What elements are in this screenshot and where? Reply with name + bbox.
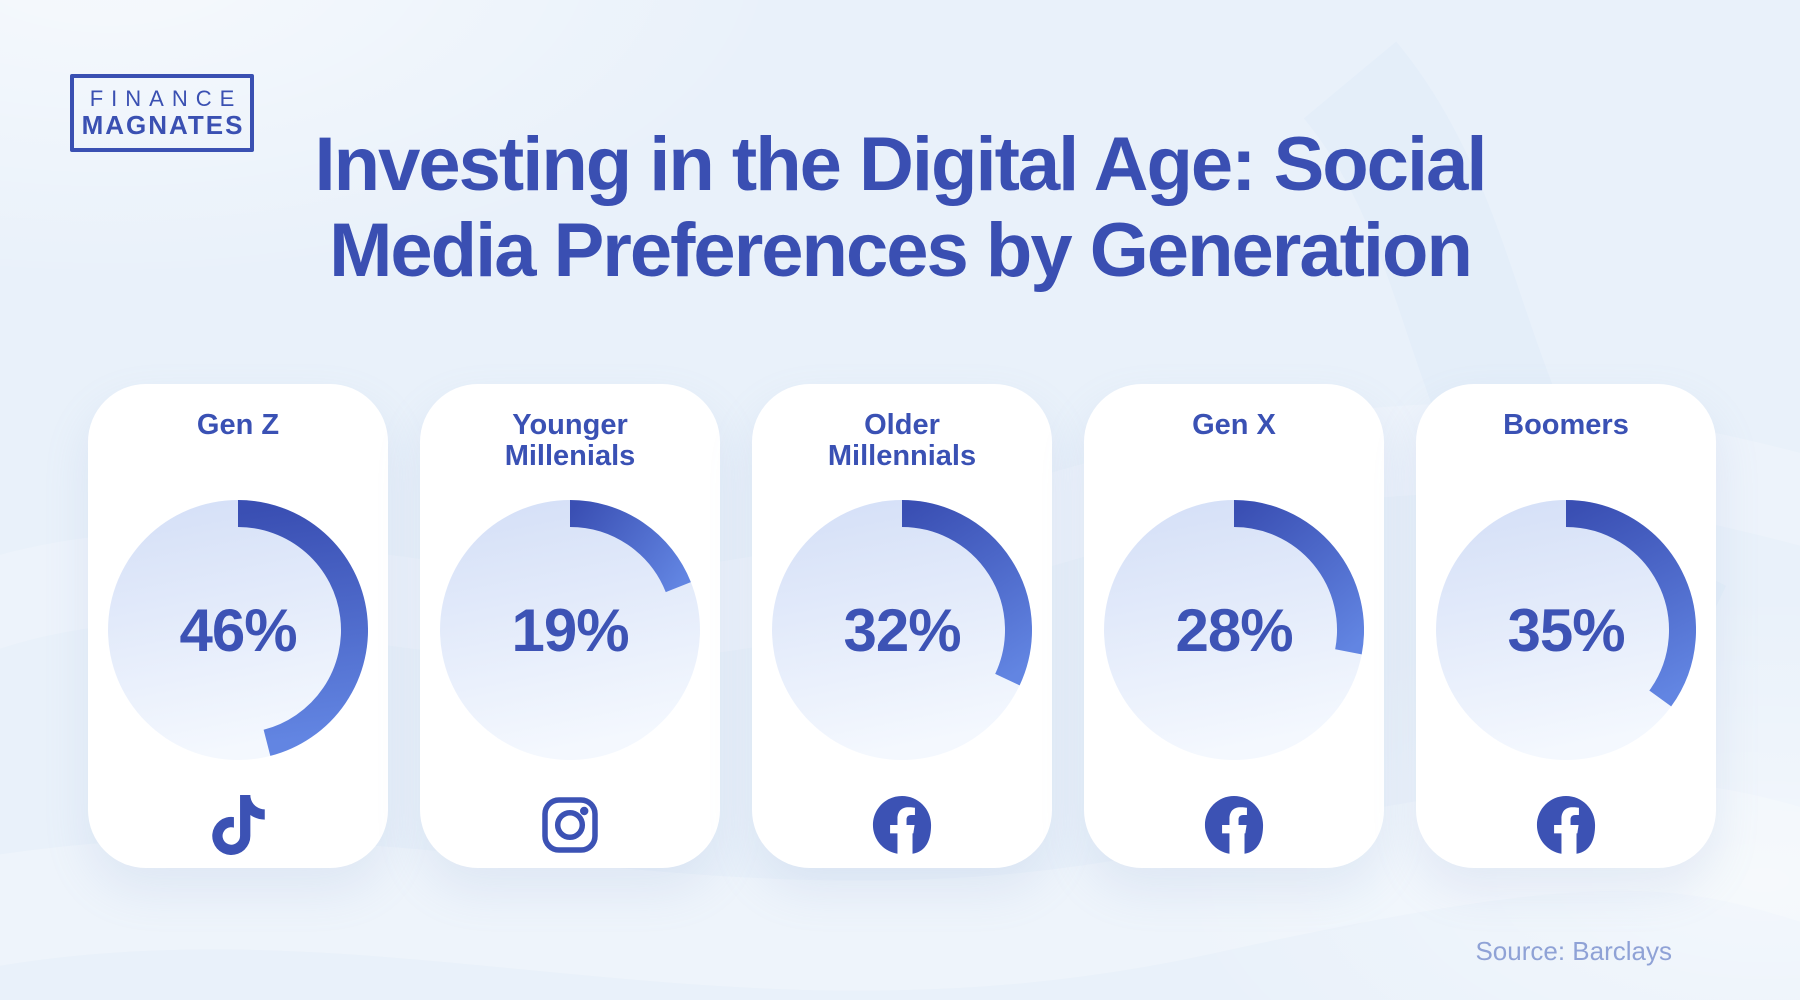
percentage-value: 19% xyxy=(511,596,629,664)
generation-card-older-millennials: Older Millennials 32% xyxy=(752,384,1052,868)
donut-inner-circle xyxy=(772,500,1032,760)
facebook-icon xyxy=(872,795,932,854)
donut-chart xyxy=(1104,500,1364,760)
donut-chart-svg xyxy=(772,500,1032,760)
brand-name-bottom: MAGNATES xyxy=(81,110,245,140)
generation-card-gen-z: Gen Z 46% xyxy=(88,384,388,868)
donut-inner-circle xyxy=(440,500,700,760)
generation-label: Older Millennials xyxy=(752,410,1052,472)
generation-label: Gen Z xyxy=(88,410,388,441)
donut-progress-arc xyxy=(901,500,1032,686)
generation-label-line: Millenials xyxy=(504,440,636,472)
infographic-title: Investing in the Digital Age: Social Med… xyxy=(0,122,1800,294)
donut-progress-arc xyxy=(569,500,691,593)
generation-card-boomers: Boomers 35% xyxy=(1416,384,1716,868)
title-line-1: Investing in the Digital Age: Social xyxy=(314,122,1488,207)
donut-chart-svg xyxy=(1104,500,1364,760)
source-credit: Source: Barclays xyxy=(1475,936,1672,966)
donut-progress-arc xyxy=(1565,500,1696,707)
generation-cards-row: Gen Z 46% Younger Millenials 19% Older Mil… xyxy=(88,384,1716,868)
tiktok-icon xyxy=(211,795,265,855)
donut-chart xyxy=(440,500,700,760)
facebook-icon xyxy=(1204,795,1264,854)
percentage-value: 46% xyxy=(179,596,297,664)
donut-chart xyxy=(108,500,368,760)
generation-label-line: Boomers xyxy=(1503,409,1629,441)
brand-logo: FINANCE MAGNATES xyxy=(70,74,254,152)
brand-name-top: FINANCE xyxy=(89,86,243,111)
donut-chart-svg xyxy=(108,500,368,760)
generation-label: Younger Millenials xyxy=(420,410,720,472)
generation-card-gen-x: Gen X 28% xyxy=(1084,384,1384,868)
generation-label: Boomers xyxy=(1416,410,1716,441)
platform-icon-host xyxy=(88,795,388,855)
generation-label-line: Gen Z xyxy=(196,409,280,441)
generation-label-line: Younger xyxy=(512,409,628,441)
generation-label: Gen X xyxy=(1084,410,1384,441)
platform-icon-host xyxy=(420,795,720,855)
donut-chart xyxy=(772,500,1032,760)
generation-label-line: Millennials xyxy=(827,440,977,472)
generation-card-younger-millenials: Younger Millenials 19% xyxy=(420,384,720,868)
donut-chart xyxy=(1436,500,1696,760)
platform-icon-host xyxy=(752,795,1052,855)
platform-icon-host xyxy=(1416,795,1716,855)
donut-inner-circle xyxy=(1104,500,1364,760)
donut-chart-svg xyxy=(440,500,700,760)
donut-progress-arc xyxy=(237,500,368,756)
percentage-value: 28% xyxy=(1175,596,1293,664)
generation-label-line: Gen X xyxy=(1192,409,1276,441)
instagram-icon xyxy=(542,797,598,853)
generation-label-line: Older xyxy=(864,409,940,441)
donut-inner-circle xyxy=(108,500,368,760)
title-line-2: Media Preferences by Generation xyxy=(329,208,1473,293)
platform-icon-host xyxy=(1084,795,1384,855)
percentage-value: 35% xyxy=(1507,596,1625,664)
facebook-icon xyxy=(1536,795,1596,854)
donut-progress-arc xyxy=(1233,500,1364,655)
percentage-value: 32% xyxy=(843,596,961,664)
donut-chart-svg xyxy=(1436,500,1696,760)
donut-inner-circle xyxy=(1436,500,1696,760)
